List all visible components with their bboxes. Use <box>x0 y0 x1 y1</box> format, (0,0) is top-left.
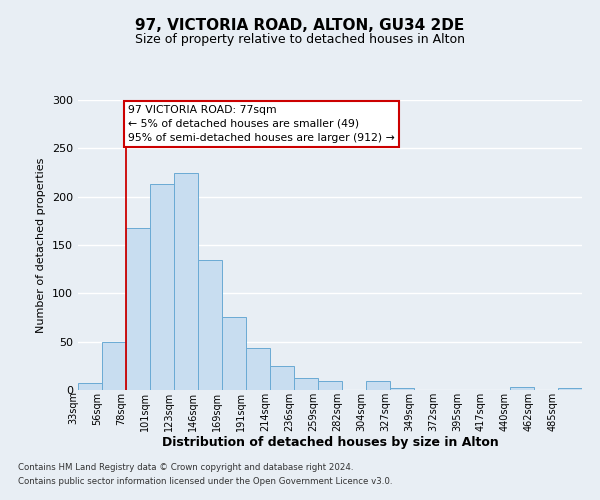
Bar <box>198 260 222 390</box>
Bar <box>78 383 102 390</box>
Bar <box>366 382 390 390</box>
Bar <box>222 316 246 390</box>
Text: 97 VICTORIA ROAD: 77sqm
← 5% of detached houses are smaller (49)
95% of semi-det: 97 VICTORIA ROAD: 77sqm ← 5% of detached… <box>128 105 395 143</box>
Bar <box>174 172 198 390</box>
Bar <box>126 228 150 390</box>
Text: Size of property relative to detached houses in Alton: Size of property relative to detached ho… <box>135 32 465 46</box>
Text: Contains HM Land Registry data © Crown copyright and database right 2024.: Contains HM Land Registry data © Crown c… <box>18 464 353 472</box>
Bar <box>246 348 270 390</box>
Bar <box>318 382 342 390</box>
Text: Distribution of detached houses by size in Alton: Distribution of detached houses by size … <box>161 436 499 449</box>
Text: 97, VICTORIA ROAD, ALTON, GU34 2DE: 97, VICTORIA ROAD, ALTON, GU34 2DE <box>136 18 464 32</box>
Bar <box>390 388 414 390</box>
Y-axis label: Number of detached properties: Number of detached properties <box>37 158 46 332</box>
Bar <box>558 388 582 390</box>
Bar <box>150 184 174 390</box>
Text: Contains public sector information licensed under the Open Government Licence v3: Contains public sector information licen… <box>18 477 392 486</box>
Bar <box>270 366 294 390</box>
Bar <box>102 342 126 390</box>
Bar <box>510 387 534 390</box>
Bar <box>294 378 318 390</box>
